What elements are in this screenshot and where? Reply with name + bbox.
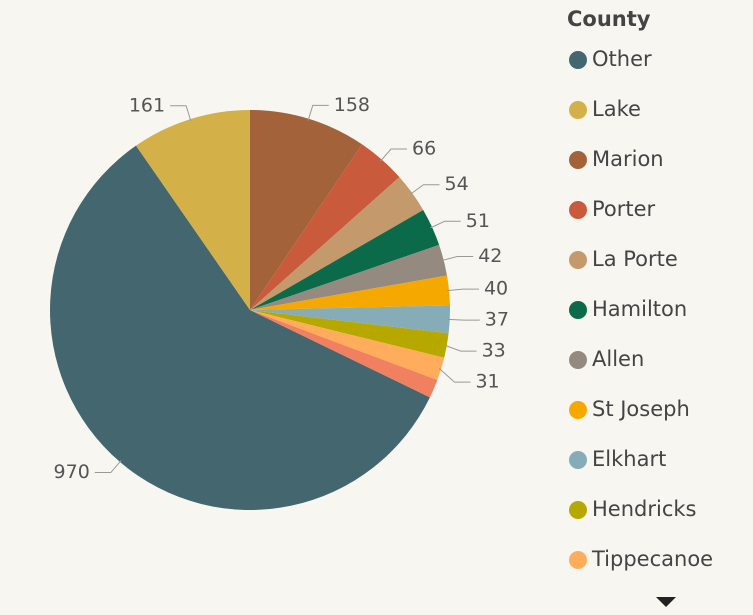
legend-label: Marion <box>592 147 664 171</box>
data-label: 970 <box>54 461 90 483</box>
legend-swatch <box>569 301 587 319</box>
data-label: 66 <box>412 138 436 160</box>
pie-slice <box>250 177 424 310</box>
legend-swatch <box>569 201 587 219</box>
legend-label: Elkhart <box>592 447 666 471</box>
legend-label: La Porte <box>592 247 678 271</box>
data-label: 31 <box>475 371 499 393</box>
leader-line <box>94 460 122 474</box>
data-label: 158 <box>334 94 370 116</box>
legend-label: Lake <box>592 97 641 121</box>
leader-line <box>170 105 192 122</box>
data-label: 33 <box>482 340 506 362</box>
data-label: 40 <box>484 278 508 300</box>
legend-label: St Joseph <box>592 397 690 421</box>
leader-line <box>447 318 480 321</box>
pie-slice <box>136 110 250 310</box>
leader-line <box>380 148 408 162</box>
data-label: 161 <box>129 94 165 116</box>
data-label: 54 <box>445 173 469 195</box>
pie-slice <box>250 144 400 310</box>
legend-swatch <box>569 401 587 419</box>
legend-swatch <box>569 501 587 519</box>
legend-label: Porter <box>592 197 656 221</box>
leader-line <box>438 368 471 383</box>
data-label: 37 <box>485 309 509 331</box>
leader-line <box>444 344 477 352</box>
legend-label: Other <box>592 47 652 71</box>
pie-slice <box>250 210 440 310</box>
data-label: 51 <box>466 210 490 232</box>
legend-title: County <box>567 7 651 31</box>
leader-line <box>441 256 474 262</box>
pie-slice <box>250 310 445 381</box>
legend-swatch <box>569 251 587 269</box>
data-label: 42 <box>478 245 502 267</box>
pie-slice <box>49 145 430 511</box>
legend-label: Tippecanoe <box>591 547 713 571</box>
pie-slice <box>250 244 448 310</box>
legend-label: Allen <box>592 347 644 371</box>
legend-swatch <box>569 101 587 119</box>
legend-swatch <box>569 151 587 169</box>
legend-swatch <box>569 451 587 469</box>
leader-line <box>307 104 329 121</box>
leader-line <box>410 184 440 195</box>
leader-line <box>429 220 461 229</box>
legend-scroll-arrow[interactable] <box>656 597 676 607</box>
pie-slice <box>250 110 363 310</box>
legend-label: Hamilton <box>592 297 687 321</box>
pie-slice <box>250 310 449 358</box>
legend-swatch <box>569 51 587 69</box>
legend-swatch <box>569 551 587 569</box>
legend-swatch <box>569 351 587 369</box>
leader-line <box>447 288 479 292</box>
pie-slice <box>250 305 450 334</box>
pie-slice <box>250 275 450 310</box>
legend-label: Hendricks <box>592 497 696 521</box>
pie-slice <box>250 310 438 398</box>
